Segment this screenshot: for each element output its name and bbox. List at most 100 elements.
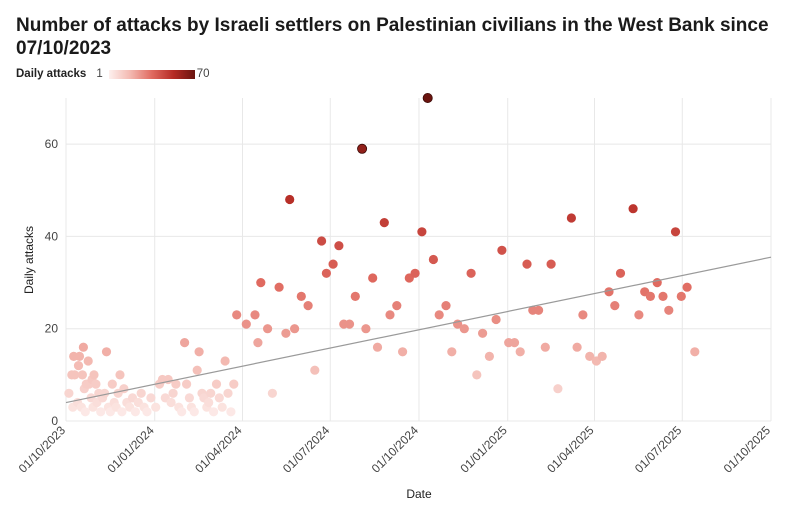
data-point bbox=[303, 301, 313, 311]
x-tick-label: 01/07/2025 bbox=[632, 423, 685, 476]
x-tick-label: 01/10/2023 bbox=[16, 423, 69, 476]
data-point bbox=[472, 370, 482, 380]
data-point bbox=[484, 351, 494, 361]
data-point bbox=[115, 370, 125, 380]
x-tick-label: 01/07/2024 bbox=[280, 423, 333, 476]
data-point bbox=[290, 324, 300, 334]
chart-title: Number of attacks by Israeli settlers on… bbox=[16, 15, 769, 59]
data-point bbox=[379, 218, 389, 228]
data-point bbox=[350, 291, 360, 301]
data-point bbox=[136, 388, 146, 398]
data-point bbox=[73, 361, 84, 371]
data-point bbox=[585, 351, 595, 361]
data-point bbox=[478, 328, 488, 338]
data-point bbox=[317, 236, 327, 246]
data-point bbox=[223, 388, 233, 398]
legend-max-label: 70 bbox=[196, 68, 210, 80]
data-point bbox=[263, 324, 273, 334]
data-point bbox=[274, 282, 284, 292]
data-point bbox=[83, 356, 93, 366]
data-point bbox=[209, 407, 219, 417]
legend-min-label: 1 bbox=[96, 68, 103, 80]
x-tick-label: 01/04/2024 bbox=[192, 423, 245, 476]
data-point bbox=[410, 268, 420, 278]
data-point bbox=[107, 379, 117, 389]
data-point bbox=[177, 407, 187, 417]
data-point bbox=[310, 365, 320, 375]
data-point bbox=[78, 342, 88, 352]
data-point bbox=[670, 227, 681, 237]
color-legend: Daily attacks 1 70 bbox=[16, 67, 210, 81]
data-point bbox=[184, 393, 194, 403]
y-tick-label: 40 bbox=[45, 229, 59, 243]
data-point bbox=[232, 310, 242, 320]
data-point bbox=[119, 384, 129, 394]
data-point bbox=[676, 291, 686, 301]
data-point bbox=[194, 347, 204, 357]
data-point bbox=[220, 356, 230, 366]
data-point bbox=[515, 347, 525, 357]
data-point bbox=[211, 379, 222, 389]
data-point bbox=[130, 407, 140, 417]
data-point bbox=[180, 338, 190, 348]
data-point bbox=[491, 314, 501, 325]
legend-title: Daily attacks bbox=[16, 68, 87, 80]
data-point bbox=[328, 259, 338, 269]
data-point bbox=[534, 305, 544, 315]
data-point bbox=[634, 310, 644, 320]
data-point bbox=[96, 407, 106, 417]
data-point bbox=[578, 310, 588, 320]
data-point bbox=[281, 328, 291, 338]
data-point bbox=[101, 347, 112, 357]
data-point bbox=[64, 388, 74, 398]
data-point bbox=[682, 282, 692, 292]
data-point bbox=[285, 194, 295, 205]
data-point bbox=[509, 338, 520, 348]
y-tick-label: 0 bbox=[51, 414, 58, 428]
data-point bbox=[546, 259, 556, 269]
data-point bbox=[398, 347, 408, 357]
data-point bbox=[597, 351, 607, 361]
data-point bbox=[372, 342, 383, 352]
data-point bbox=[572, 342, 582, 352]
trend-line bbox=[65, 256, 772, 404]
data-point bbox=[540, 342, 550, 352]
data-point bbox=[334, 241, 344, 251]
data-point bbox=[142, 407, 152, 417]
data-point bbox=[417, 227, 427, 237]
data-point bbox=[91, 379, 101, 389]
data-point bbox=[447, 347, 457, 357]
data-point bbox=[428, 254, 438, 265]
data-point bbox=[664, 305, 674, 315]
data-point bbox=[241, 319, 251, 329]
data-point bbox=[182, 379, 192, 389]
data-point bbox=[250, 310, 260, 320]
gridlines bbox=[65, 98, 772, 422]
x-tick-label: 01/10/2024 bbox=[369, 423, 422, 476]
data-point bbox=[344, 319, 355, 329]
data-point bbox=[604, 287, 614, 297]
data-point bbox=[553, 384, 563, 394]
data-point bbox=[80, 407, 90, 417]
data-point bbox=[690, 347, 700, 357]
x-tick-label: 01/01/2024 bbox=[104, 423, 157, 476]
data-point bbox=[434, 310, 444, 320]
data-point bbox=[615, 268, 626, 278]
data-point bbox=[214, 393, 224, 403]
data-point bbox=[361, 324, 371, 334]
data-point bbox=[522, 259, 532, 269]
legend-gradient-bar bbox=[108, 69, 195, 79]
data-point bbox=[89, 370, 99, 380]
data-point bbox=[151, 402, 161, 412]
data-point bbox=[441, 301, 451, 311]
y-axis-ticks: 0 20 40 60 bbox=[45, 137, 59, 428]
data-point bbox=[171, 379, 181, 389]
data-point bbox=[321, 268, 331, 278]
data-point bbox=[226, 407, 236, 417]
data-point bbox=[357, 143, 368, 154]
data-point bbox=[253, 338, 263, 348]
y-tick-label: 20 bbox=[45, 322, 59, 336]
data-point bbox=[466, 268, 476, 278]
data-point bbox=[610, 301, 620, 311]
